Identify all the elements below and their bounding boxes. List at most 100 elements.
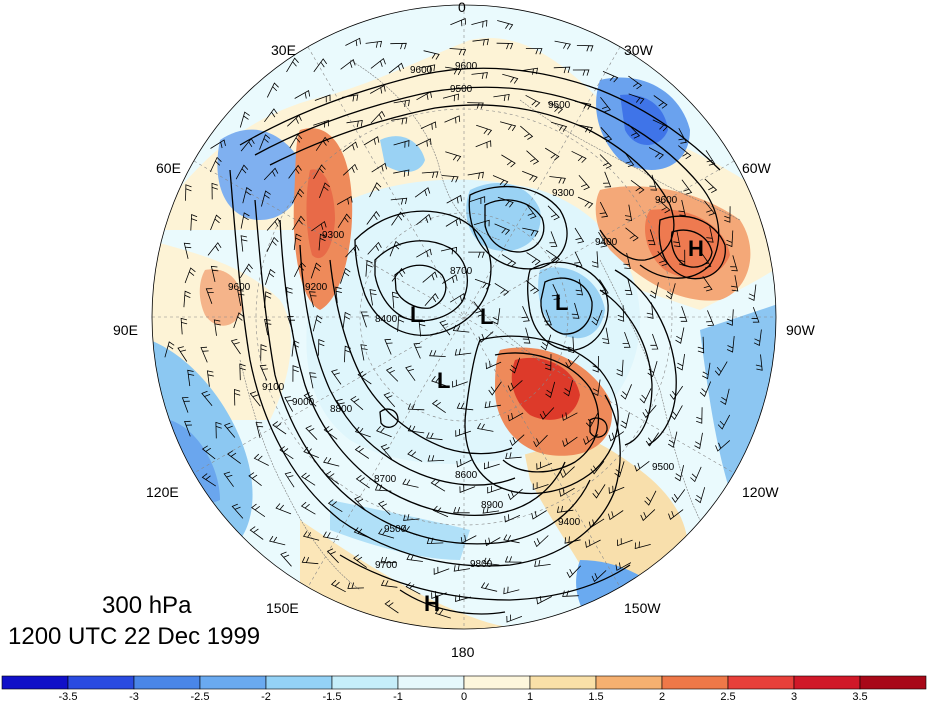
wind-barb <box>378 528 395 539</box>
wind-barb <box>326 548 339 564</box>
wind-barb <box>506 614 523 623</box>
wind-barb <box>640 509 656 522</box>
wind-barb <box>544 309 552 326</box>
wind-barb <box>521 306 530 322</box>
wind-barb <box>699 381 712 397</box>
wind-barb <box>187 369 195 387</box>
wind-barb <box>547 205 560 221</box>
wind-barb <box>551 284 561 300</box>
wind-barb <box>550 121 568 132</box>
contour-label: 8700 <box>450 266 473 277</box>
wind-barb <box>503 586 520 595</box>
contour-label: 9400 <box>558 517 581 528</box>
wind-barb <box>647 229 656 246</box>
wind-barb <box>630 179 645 194</box>
colorbar-box <box>859 675 927 690</box>
wind-barb <box>207 242 222 256</box>
wind-barb <box>496 42 514 50</box>
wind-barb <box>360 344 368 361</box>
wind-barb <box>476 124 493 136</box>
wind-barb <box>313 58 328 73</box>
wind-barb <box>310 262 322 279</box>
wind-barb <box>185 184 192 201</box>
contour-label: 9300 <box>322 230 345 241</box>
wind-barb <box>301 472 316 486</box>
map-boundary <box>151 4 777 630</box>
wind-barb <box>446 194 463 204</box>
contour-label: 8400 <box>375 314 398 325</box>
wind-barb <box>608 510 624 521</box>
wind-barb <box>345 37 361 47</box>
wind-barb <box>484 537 501 547</box>
wind-barb <box>284 396 294 412</box>
wind-barb <box>210 265 219 282</box>
wind-barb <box>560 466 575 479</box>
wind-barb <box>473 301 485 317</box>
wind-barb <box>545 381 556 398</box>
colorbar-tick-label: 0 <box>461 691 467 702</box>
wind-barb <box>505 452 522 460</box>
wind-barb <box>430 478 446 492</box>
wind-barb <box>549 231 558 247</box>
wind-barb <box>483 461 500 470</box>
wind-barb <box>634 460 650 472</box>
wind-barb <box>525 48 543 55</box>
wind-barb <box>230 338 241 355</box>
wind-barb <box>264 108 278 123</box>
wind-barb <box>378 500 391 516</box>
wind-barb <box>616 359 624 377</box>
wind-barb <box>678 145 692 160</box>
wind-barb <box>300 501 316 515</box>
wind-barb <box>628 124 641 139</box>
wind-barb <box>668 509 684 520</box>
wind-barb <box>634 541 651 550</box>
wind-barb <box>433 566 450 575</box>
longitude-labels: 0 30W 60W 90W 120W 150W 180 150E 120E 90… <box>113 0 816 660</box>
wind-barb <box>369 289 377 306</box>
wind-barb <box>354 496 367 511</box>
lon-label-0: 0 <box>458 0 466 15</box>
wind-barb <box>205 288 214 304</box>
wind-barb <box>751 306 760 323</box>
colorbar-box <box>793 675 861 690</box>
contour-label: 8700 <box>374 474 397 485</box>
low-center: L <box>480 304 493 329</box>
wind-barb <box>534 560 551 567</box>
wind-barb <box>414 187 431 198</box>
wind-barb <box>442 93 459 102</box>
pressure-centers: H L L L L H <box>410 236 704 616</box>
wind-barb <box>342 311 351 329</box>
wind-barb <box>549 176 566 184</box>
wind-barb <box>563 380 573 397</box>
wind-barb <box>674 465 684 482</box>
lon-label-90w: 90W <box>786 322 816 338</box>
wind-barb <box>695 487 706 504</box>
wind-barb <box>342 141 358 152</box>
colorbar: -3.5 -3 -2.5 -2 -1.5 -1 0 1 1.5 2 2.5 3 3.5 <box>1 675 927 702</box>
wind-barb <box>354 426 371 438</box>
wind-barb <box>342 163 358 176</box>
wind-barb <box>602 327 610 344</box>
colorbar-box <box>199 675 267 690</box>
wind-barb <box>337 213 351 228</box>
wind-barb <box>266 236 279 252</box>
wind-barb <box>407 403 425 411</box>
colorbar-tick-label: -1.5 <box>323 691 342 702</box>
wind-barb <box>392 291 399 309</box>
wind-barb <box>357 370 372 385</box>
wind-barb <box>599 201 609 218</box>
wind-barb <box>525 280 540 294</box>
wind-barb <box>646 302 654 319</box>
wind-barb <box>522 170 538 182</box>
wind-barb <box>272 421 287 435</box>
wind-barb <box>369 182 382 198</box>
wind-barb <box>667 431 678 448</box>
wind-barb <box>275 503 292 515</box>
wind-barb <box>482 557 500 566</box>
wind-barb <box>670 405 683 420</box>
wind-barb <box>184 267 196 284</box>
wind-barb <box>697 336 705 354</box>
wind-barb <box>413 342 422 359</box>
wind-barb <box>509 434 525 447</box>
wind-barb <box>522 327 531 344</box>
